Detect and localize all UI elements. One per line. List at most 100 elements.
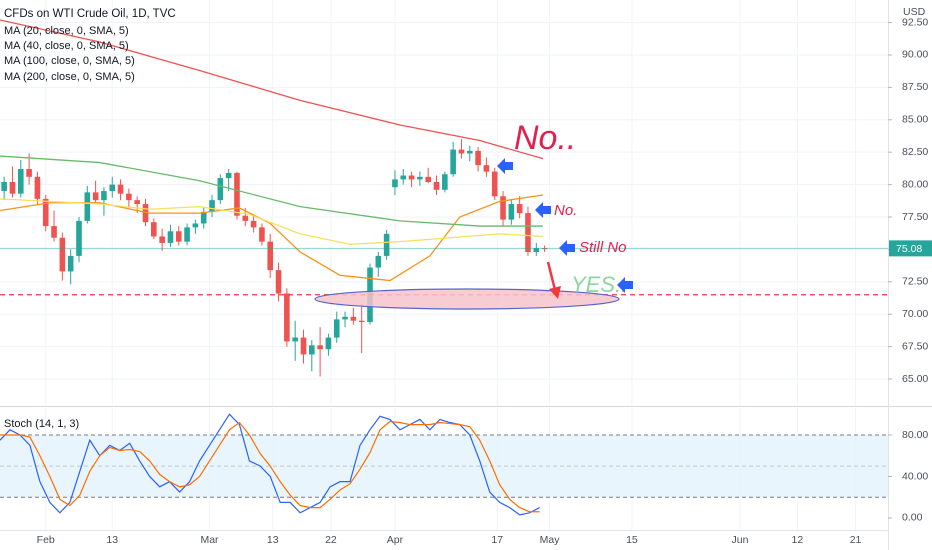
candle-body [259, 227, 265, 242]
y-tick-label: 92.50 [902, 16, 928, 28]
candle-body [425, 176, 432, 182]
candle-body [26, 169, 32, 177]
arrow [535, 202, 551, 218]
candle-body [1, 182, 7, 192]
arrow [617, 277, 633, 293]
candle-body [250, 220, 257, 228]
candle-body [333, 319, 340, 338]
candle-body [76, 220, 82, 256]
ma-line [0, 198, 543, 245]
legend-entry: MA (40, close, 0, SMA, 5) [4, 40, 129, 52]
x-tick-label: Jun [732, 534, 749, 546]
candle-body [442, 174, 448, 190]
legend-entry: MA (20, close, 0, SMA, 5) [4, 25, 129, 37]
candle-body [200, 211, 207, 224]
candle-body [209, 200, 215, 212]
candle-body [292, 337, 298, 342]
y-tick-label: 80.00 [902, 429, 928, 441]
arrows [497, 158, 633, 293]
candle-body [375, 255, 382, 268]
highlight-ellipse [314, 288, 620, 310]
candle-body [51, 226, 57, 238]
y-tick-label: 82.50 [902, 146, 928, 158]
candle-body [101, 191, 107, 201]
candle-body [34, 176, 41, 199]
last-price-label: 75.08 [896, 243, 922, 255]
candle-body [417, 176, 423, 180]
arrow [549, 286, 561, 299]
arrow [559, 240, 575, 256]
x-tick-label: Mar [200, 534, 219, 546]
stoch-line [0, 413, 540, 516]
candle-body [42, 198, 49, 227]
y-tick-label: 80.00 [902, 178, 928, 190]
x-tick-label: 13 [106, 534, 118, 546]
candle-body [267, 241, 274, 271]
x-tick-label: Feb [37, 534, 55, 546]
candle-body [126, 193, 132, 201]
candle-body [159, 236, 165, 243]
y-tick-label: 77.50 [902, 211, 928, 223]
x-tick-label: 21 [850, 534, 862, 546]
x-tick-label: 22 [325, 534, 337, 546]
y-tick-label: 90.00 [902, 49, 928, 61]
candle-body [491, 171, 498, 197]
x-tick-label: 12 [792, 534, 804, 546]
candle-body [450, 149, 456, 175]
y-tick-label: 87.50 [902, 81, 928, 93]
x-tick-label: May [540, 534, 561, 546]
x-tick-label: 17 [491, 534, 503, 546]
annotation: No.. [514, 119, 576, 157]
candle-body [317, 345, 323, 350]
arrow [497, 158, 513, 174]
candle-body [483, 165, 490, 172]
grid [0, 0, 888, 530]
candle-body [408, 175, 415, 180]
pane-title: Stoch (14, 1, 3) [4, 418, 79, 430]
x-tick-label: 15 [626, 534, 638, 546]
candle-body [508, 204, 515, 220]
chart-title: CFDs on WTI Crude Oil, 1D, TVC [4, 8, 176, 20]
candle-body [225, 172, 232, 179]
candle-body [300, 337, 307, 355]
candle-body [217, 178, 224, 201]
last-price-badge [889, 240, 932, 257]
y-tick-label: 40.00 [902, 470, 928, 482]
candle-body [59, 237, 66, 272]
candle-body [109, 184, 116, 192]
candle-body [175, 231, 182, 242]
candle-body [342, 316, 348, 320]
candle-body [84, 192, 91, 221]
x-tick-label: 13 [267, 534, 279, 546]
candle-body [234, 172, 240, 216]
candle-body [433, 182, 440, 190]
candle-body [17, 169, 24, 194]
candle-body [284, 293, 290, 342]
candle-body [392, 179, 398, 188]
legend-entry: MA (200, close, 0, SMA, 5) [4, 71, 135, 83]
legend-entry: MA (100, close, 0, SMA, 5) [4, 55, 135, 67]
candle-body [242, 215, 249, 221]
candle-body [9, 182, 16, 194]
candle-body [117, 184, 124, 194]
candle-body [400, 175, 407, 180]
arrow [546, 261, 557, 291]
y-tick-label: 70.00 [902, 308, 928, 320]
candle-body [466, 150, 473, 154]
candle-body [167, 231, 174, 243]
candle-body [142, 204, 149, 223]
candle-body [275, 270, 282, 294]
annotation: Still No [579, 239, 627, 256]
candle-body [308, 345, 315, 355]
stoch-line [0, 420, 540, 513]
candle-body [67, 255, 74, 272]
y-unit: USD [903, 6, 926, 18]
ma-line [0, 155, 543, 227]
candle-body [134, 200, 140, 205]
annotation: No. [554, 202, 577, 219]
candle-body [533, 248, 540, 252]
candle-body [325, 337, 332, 350]
candle-body [458, 149, 465, 154]
axes: 65.0067.5070.0072.5075.0077.5080.0082.50… [37, 16, 932, 546]
